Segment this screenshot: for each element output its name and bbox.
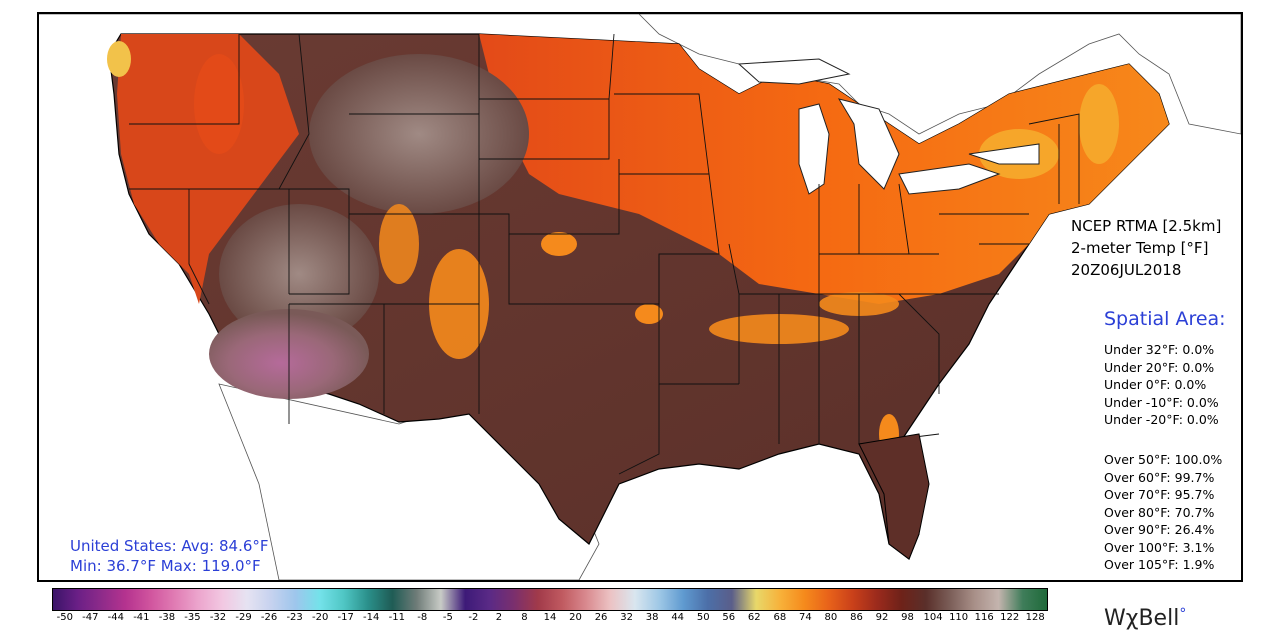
colorbar-tick-label: -20 xyxy=(311,612,329,623)
colorbar-tick-label: -26 xyxy=(260,612,278,623)
colorbar-tick-label: 68 xyxy=(773,612,787,623)
colorbar-tick-label: -8 xyxy=(417,612,428,623)
product-info: NCEP RTMA [2.5km] 2-meter Temp [°F] 20Z0… xyxy=(1071,215,1221,281)
colorbar-tick-label: -11 xyxy=(388,612,405,623)
colorbar-tick-label: 38 xyxy=(645,612,659,623)
stat-row: Over 60°F: 99.7% xyxy=(1104,469,1215,485)
stat-row: Under -20°F: 0.0% xyxy=(1104,412,1219,427)
florida-outline xyxy=(858,433,930,560)
colorbar-tick-label: -29 xyxy=(235,612,252,623)
colorbar-tick-label: 14 xyxy=(543,612,557,623)
product-source: NCEP RTMA [2.5km] xyxy=(1071,217,1222,235)
colorbar-tick-label: -23 xyxy=(286,612,303,623)
colorbar-tick-label: 110 xyxy=(949,612,969,623)
stat-row: Under 0°F: 0.0% xyxy=(1104,377,1207,392)
colorbar-tick-label: 122 xyxy=(1000,612,1020,623)
great-basin-area xyxy=(219,204,379,344)
colorbar-tick-label: -32 xyxy=(209,612,227,623)
colorbar-tick-label: 2 xyxy=(495,612,503,623)
logo-dot-icon: ° xyxy=(1179,606,1187,622)
stat-row: Over 70°F: 95.7% xyxy=(1104,487,1215,502)
over-stats: Over 50°F: 100.0% Over 60°F: 99.7% Over … xyxy=(1104,451,1222,574)
colorbar-tick-label: 92 xyxy=(875,612,889,623)
colorbar-tick-label: 56 xyxy=(722,612,736,623)
colorbar-tick-label: 20 xyxy=(569,612,582,623)
stat-row: Over 50°F: 100.0% xyxy=(1104,452,1223,467)
colorbar-tick-label: 128 xyxy=(1025,612,1045,623)
stat-row: Over 105°F: 1.9% xyxy=(1104,557,1215,572)
colorbar-tick-label: -35 xyxy=(184,612,201,623)
under-stats: Under 32°F: 0.0% Under 20°F: 0.0% Under … xyxy=(1104,341,1219,429)
temperature-colorbar xyxy=(52,588,1048,611)
us-min-max: Min: 36.7°F Max: 119.0°F xyxy=(70,557,261,575)
product-time: 20Z06JUL2018 xyxy=(1071,261,1182,279)
weatherbell-logo: WχBell° xyxy=(1104,606,1187,631)
colorbar-tick-label: -5 xyxy=(442,612,453,623)
product-variable: 2-meter Temp [°F] xyxy=(1071,239,1209,257)
state-borders xyxy=(129,33,1080,475)
stat-row: Over 80°F: 70.7% xyxy=(1104,504,1215,520)
colorbar-tick-label: 32 xyxy=(620,612,633,623)
colorbar-tick-label: 26 xyxy=(594,612,608,623)
colorbar-tick-label: 62 xyxy=(747,612,761,623)
great-lakes xyxy=(737,58,1040,195)
spatial-area-title: Spatial Area: xyxy=(1104,308,1226,330)
colorbar-tick-label: -38 xyxy=(158,612,176,623)
rockies-cool-area xyxy=(309,54,529,214)
temperature-map xyxy=(37,12,1243,582)
colorbar-tick-label: 98 xyxy=(901,612,914,623)
colorbar-tick-label: 74 xyxy=(799,612,812,623)
colorbar-tick-label: 104 xyxy=(923,612,943,623)
colorbar-tick-label: -44 xyxy=(107,612,125,623)
stat-row: Under -10°F: 0.0% xyxy=(1104,394,1219,410)
colorbar-tick-label: -2 xyxy=(468,612,479,623)
colorbar-tick-label: -17 xyxy=(337,612,354,623)
pacific-hot-band xyxy=(117,34,299,304)
colorbar-tick-label: -14 xyxy=(363,612,380,623)
stat-row: Under 20°F: 0.0% xyxy=(1104,359,1215,375)
colorbar-tick-label: 44 xyxy=(671,612,685,623)
colorbar-tick-label: 116 xyxy=(974,612,994,623)
colorbar-tick-label: 86 xyxy=(850,612,863,623)
stat-row: Over 90°F: 26.4% xyxy=(1104,522,1215,537)
map-graphic xyxy=(39,14,1241,580)
colorbar-ticks: -50 -47 -44 -41 -38 -35 -32 -29 -26 -23 -20 -17 -14-… xyxy=(52,612,1048,628)
stat-row: Under 32°F: 0.0% xyxy=(1104,342,1215,357)
us-average: United States: Avg: 84.6°F xyxy=(70,537,269,555)
stat-row: Over 100°F: 3.1% xyxy=(1104,539,1215,555)
us-summary: United States: Avg: 84.6°F Min: 36.7°F M… xyxy=(70,536,269,576)
colorbar-tick-label: 8 xyxy=(521,612,528,623)
colorbar-tick-label: 80 xyxy=(824,612,838,623)
colorbar-tick-label: 50 xyxy=(696,612,710,623)
colorbar-tick-label: -50 xyxy=(56,612,73,623)
colorbar-tick-label: -47 xyxy=(82,612,99,623)
canada-land xyxy=(39,14,1241,135)
colorbar-tick-label: -41 xyxy=(133,612,150,623)
